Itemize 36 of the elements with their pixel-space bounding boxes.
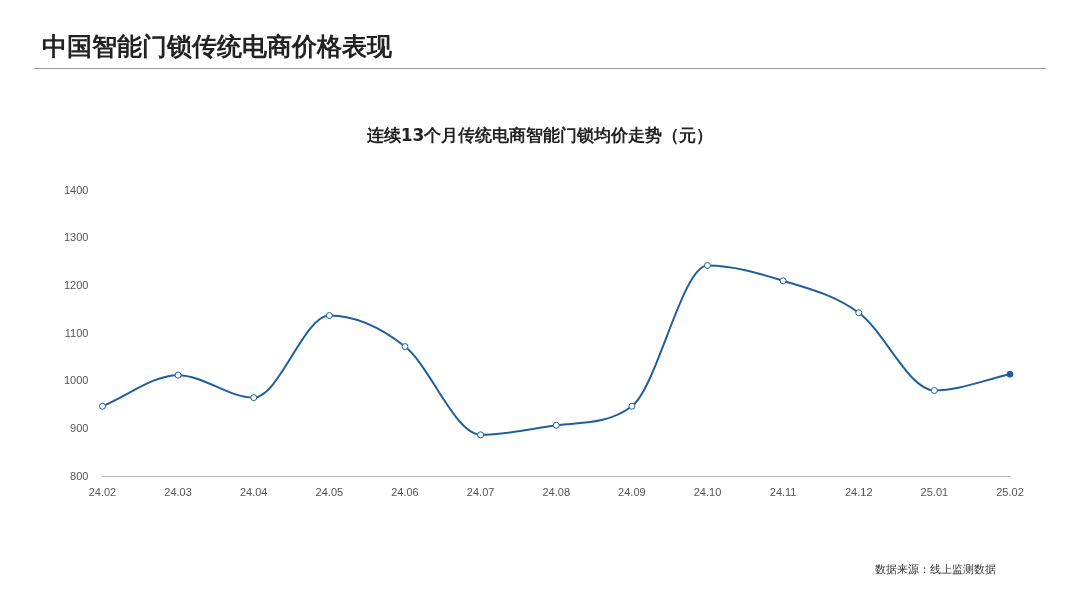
x-tick-label: 24.07: [466, 486, 495, 499]
x-tick-label: 24.09: [618, 486, 646, 499]
x-tick-label: 24.04: [239, 486, 268, 499]
x-tick-label: 24.05: [315, 486, 344, 499]
x-tick-label: 24.12: [844, 486, 873, 499]
point: [174, 371, 182, 379]
y-tick-label: 1100: [64, 326, 89, 339]
y-tick-label: 1400: [63, 183, 89, 196]
y-tick-label: 900: [70, 422, 89, 435]
point: [628, 402, 636, 410]
x-tick-label: 24.02: [88, 486, 117, 499]
x-tick-label: 25.01: [920, 486, 949, 499]
source-note: 数据来源：线上监测数据: [875, 562, 996, 577]
x-tick-label: 24.10: [693, 486, 722, 499]
chart-title: 中国智能门锁传统电商价格表现: [42, 31, 392, 63]
point: [779, 277, 787, 285]
point: [703, 261, 711, 269]
x-tick-label: 24.11: [769, 486, 797, 499]
x-tick-label: 24.03: [164, 486, 192, 499]
chart-subtitle: 连续13个月传统电商智能门锁均价走势（元）: [365, 124, 715, 147]
point: [250, 394, 258, 402]
point: [930, 386, 938, 394]
point: [477, 431, 485, 439]
point: [401, 343, 409, 351]
x-tick-label: 24.06: [391, 486, 419, 499]
y-tick-label: 1000: [63, 374, 89, 387]
point: [855, 309, 863, 317]
y-tick-label: 1200: [63, 279, 89, 292]
x-tick-label: 25.02: [996, 486, 1024, 499]
point: [552, 421, 560, 429]
point: [98, 402, 106, 410]
x-tick-label: 24.08: [542, 486, 570, 499]
y-tick-label: 1300: [63, 231, 89, 244]
point: [325, 312, 333, 320]
y-tick-label: 800: [70, 469, 89, 482]
point: [1006, 370, 1014, 378]
